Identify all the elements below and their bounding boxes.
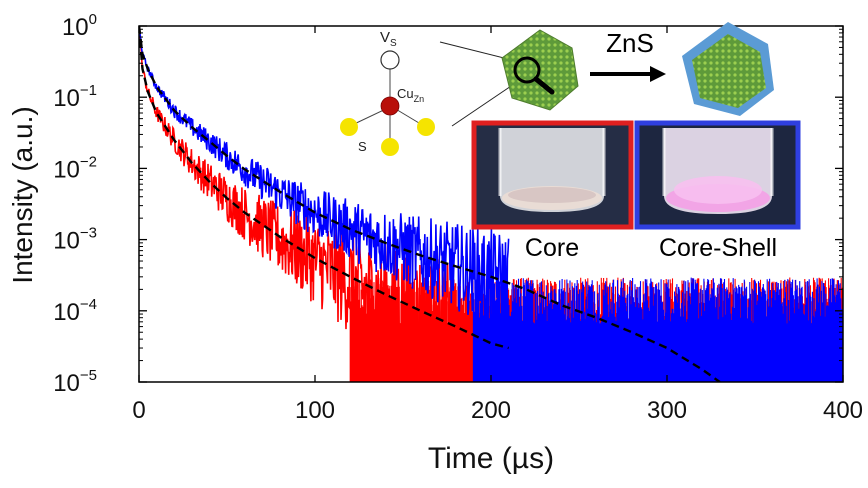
vacancy-site (380, 50, 400, 70)
zoom-line-bottom (451, 79, 521, 127)
zns-label: ZnS (606, 28, 654, 58)
x-tick-label: 100 (295, 397, 335, 424)
fit-layer (139, 26, 721, 382)
core-nanocrystal (501, 29, 579, 111)
noise-band-2 (472, 277, 843, 382)
sulfur-label: S (358, 139, 367, 154)
zns-arrow (590, 66, 666, 82)
y-tick-label: 10−1 (53, 82, 97, 112)
series-layer (139, 26, 510, 382)
sulfur-atom-right (417, 118, 435, 136)
x-axis-label: Time (µs) (428, 442, 554, 475)
core-label: Core (525, 234, 579, 262)
vacancy-label: VS (380, 29, 397, 49)
series-line-1 (139, 26, 457, 382)
y-tick-label: 10−3 (53, 225, 97, 255)
fit-line-1 (139, 26, 509, 350)
magnifier-handle (533, 76, 555, 95)
sulfur-atom-bottom (381, 138, 399, 156)
fit-line-2 (139, 26, 721, 382)
y-tick-label: 10−4 (53, 296, 97, 326)
core-shell-nanocrystal (682, 22, 774, 116)
defect-schematic: VS CuZn S (340, 29, 521, 156)
y-tick-label: 10−2 (53, 153, 97, 183)
core-photo (471, 120, 634, 230)
x-tick-label: 200 (471, 397, 511, 424)
x-tick-label: 0 (132, 397, 145, 424)
core-shell-photo (634, 120, 801, 230)
series-line-2 (139, 26, 510, 330)
x-tick-label: 400 (823, 397, 863, 424)
y-tick-label: 10−5 (53, 367, 97, 397)
copper-atom (380, 96, 400, 116)
noise-layer (349, 277, 843, 382)
tick-layer: 0 100 200 300 400 100 10−1 10−2 10−3 10−4 10−5 (53, 11, 863, 424)
y-axis-label: Intensity (a.u.) (7, 106, 38, 283)
copper-label: CuZn (397, 86, 424, 104)
sulfur-atom-left (340, 118, 358, 136)
y-tick-label: 100 (62, 11, 97, 41)
core-shell-label: Core-Shell (659, 234, 777, 262)
magnifier-icon (513, 56, 541, 84)
x-tick-label: 300 (647, 397, 687, 424)
